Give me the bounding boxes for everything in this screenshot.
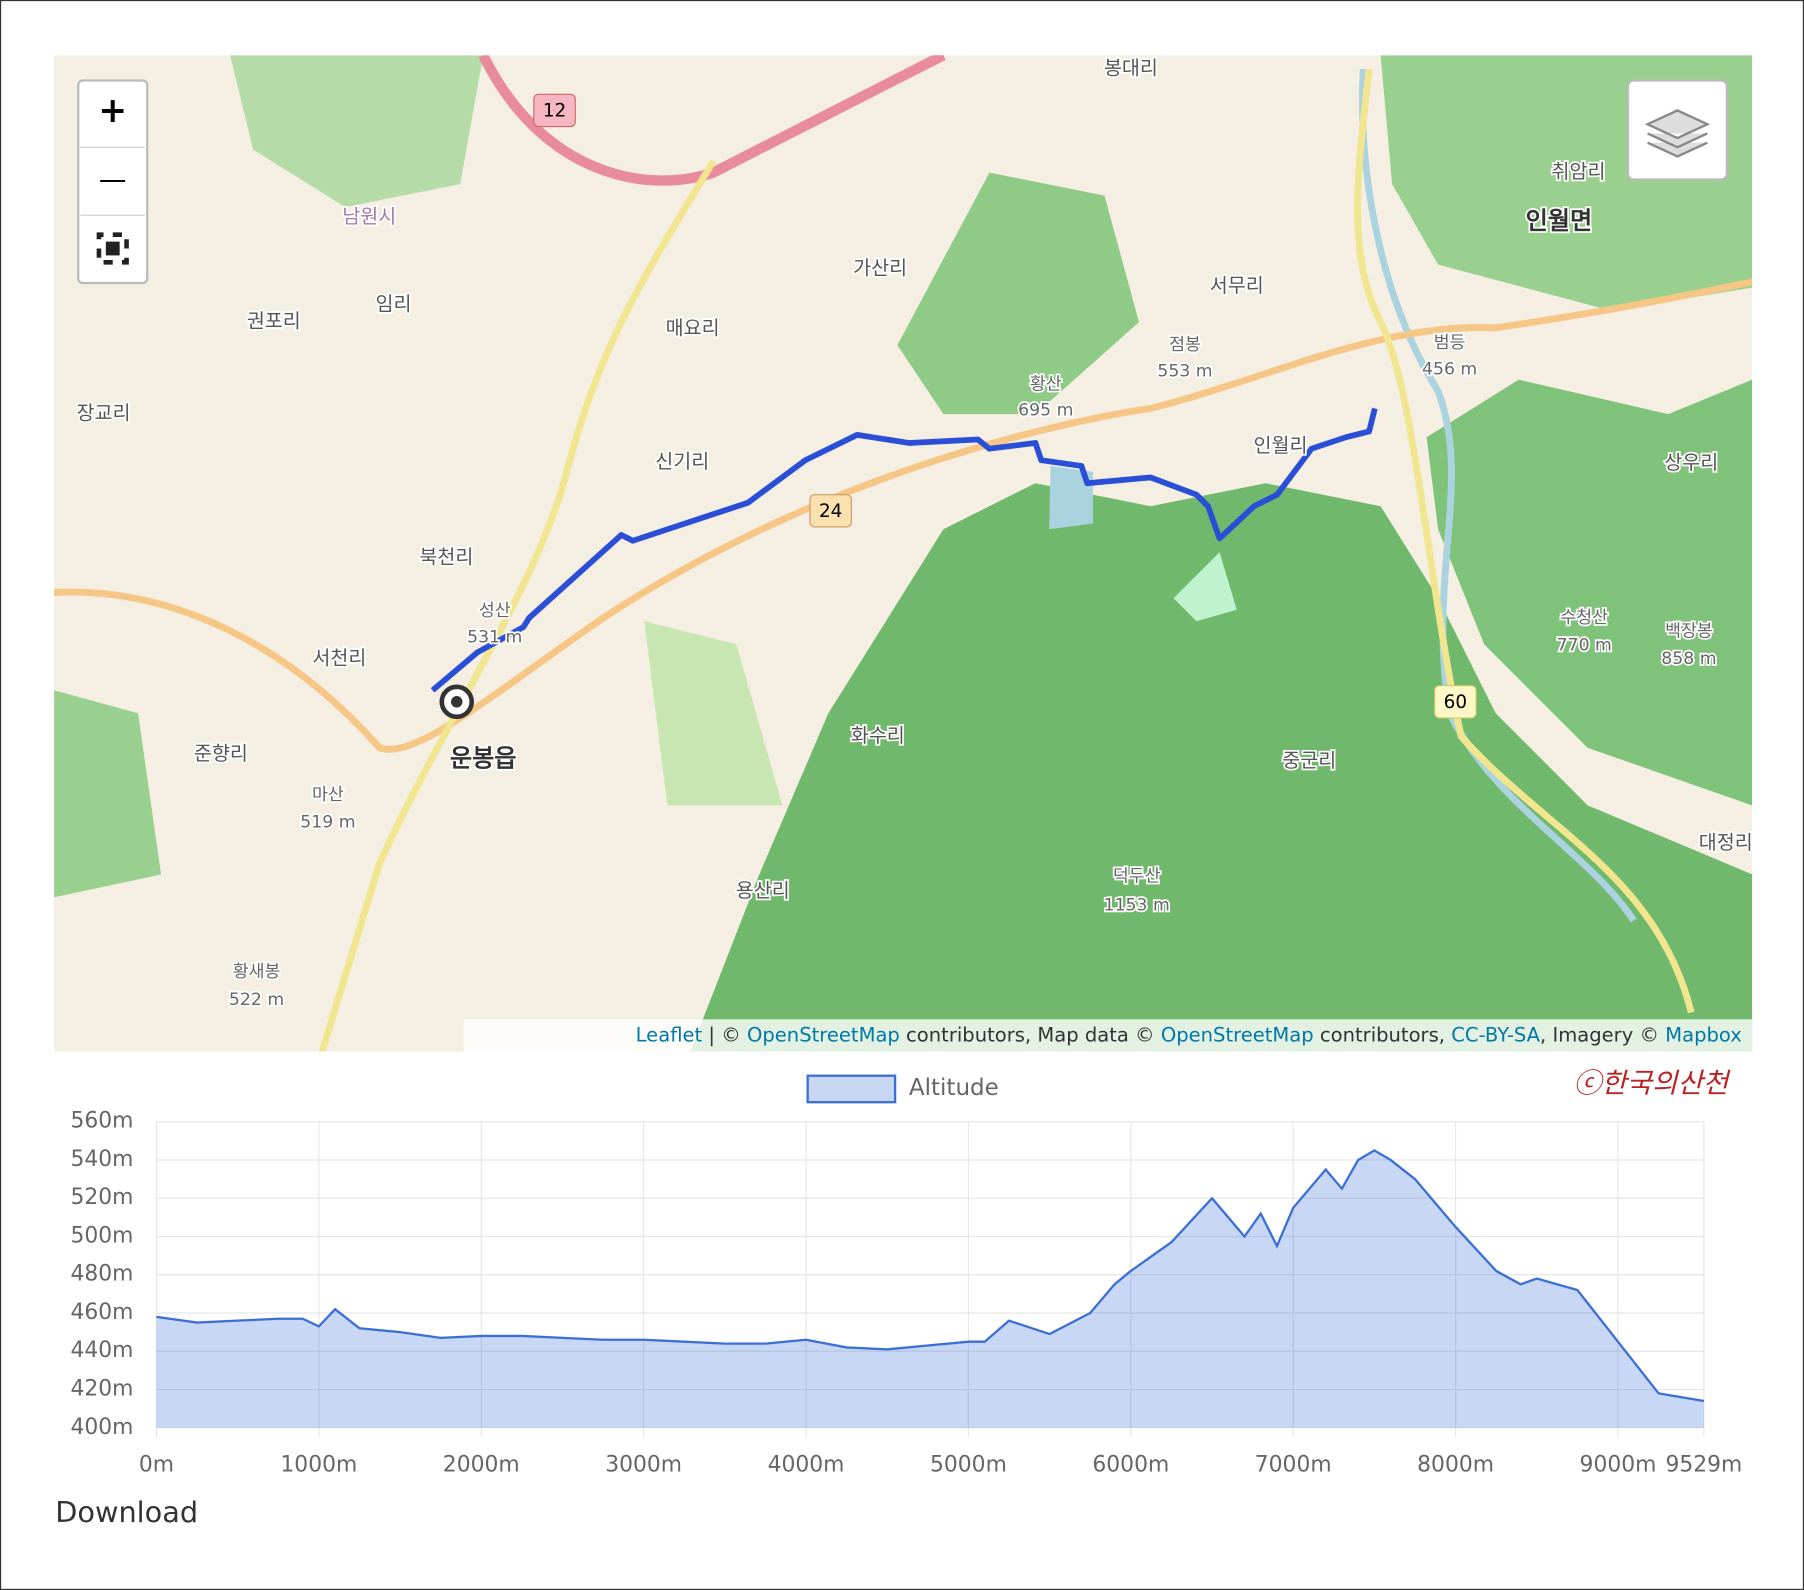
- zoom-control: + —: [77, 79, 149, 285]
- place-label: 가산리: [853, 257, 907, 280]
- y-tick-label: 400m: [70, 1415, 133, 1440]
- text: contributors, Map data ©: [900, 1023, 1161, 1046]
- map-labels: 봉대리 취암리 인월면 가산리 서무리 권포리 임리 매요리 장교리 황산 69…: [75, 55, 1753, 1011]
- peak-elevation: 456 m: [1422, 359, 1477, 379]
- place-label: 대정리: [1699, 831, 1753, 854]
- road-shields: 12 24 60: [533, 93, 1477, 719]
- y-tick-label: 420m: [70, 1377, 133, 1402]
- route: [430, 407, 1378, 693]
- download-link[interactable]: Download: [55, 1495, 198, 1529]
- road-number: 60: [1444, 692, 1467, 713]
- y-tick-label: 540m: [70, 1147, 133, 1172]
- x-tick-label: 0m: [139, 1453, 174, 1478]
- place-label: 남원시: [342, 205, 396, 228]
- x-tick-label: 6000m: [1092, 1453, 1169, 1478]
- link[interactable]: OpenStreetMap: [1161, 1023, 1314, 1046]
- place-label: 봉대리: [1104, 57, 1158, 80]
- place-label: 서천리: [312, 647, 366, 670]
- map: 12 24 60 봉대리 취암리 인월면 가산리 서무리 권포리 임리 매요리 …: [54, 55, 1753, 1052]
- y-tick-label: 500m: [70, 1223, 133, 1248]
- place-label: 중군리: [1282, 749, 1336, 772]
- watermark: ⓒ한국의산천: [1574, 1066, 1731, 1099]
- altitude-line: [156, 1149, 1705, 1403]
- x-tick-label: 4000m: [768, 1453, 845, 1478]
- place-label: 북천리: [419, 545, 473, 568]
- link[interactable]: Leaflet: [636, 1023, 703, 1046]
- peak-label: 백장봉: [1665, 622, 1713, 642]
- y-tick-label: 560m: [70, 1109, 133, 1134]
- y-tick-label: 440m: [70, 1338, 133, 1363]
- peak-elevation: 858 m: [1661, 649, 1716, 669]
- legend-swatch: [806, 1074, 897, 1104]
- peak-label: 성산: [479, 601, 511, 621]
- link[interactable]: OpenStreetMap: [747, 1023, 900, 1046]
- x-tick-label: 7000m: [1255, 1453, 1332, 1478]
- x-tick-label: 9529m: [1665, 1453, 1742, 1478]
- peak-elevation: 553 m: [1157, 362, 1212, 382]
- peak-elevation: 531 m: [467, 627, 522, 647]
- y-tick-label: 520m: [70, 1185, 133, 1210]
- y-tick-label: 480m: [70, 1262, 133, 1287]
- x-tick-label: 5000m: [930, 1453, 1007, 1478]
- place-label: 용산리: [736, 879, 790, 902]
- text: , Imagery ©: [1540, 1023, 1665, 1046]
- place-label: 인월리: [1254, 434, 1308, 457]
- place-label: 준향리: [194, 742, 248, 765]
- layers-button[interactable]: [1626, 79, 1729, 181]
- link[interactable]: CC-BY-SA: [1451, 1023, 1540, 1046]
- peak-label: 범등: [1434, 333, 1466, 353]
- place-label: 장교리: [77, 402, 131, 425]
- peak-elevation: 519 m: [300, 813, 355, 833]
- place-label: 임리: [375, 292, 411, 315]
- altitude-chart: 400m 420m 440m 460m 480m 500m 520m 540m 560m 0m 10…: [70, 1074, 1742, 1478]
- legend-label: Altitude: [909, 1075, 999, 1101]
- peak-label: 수청산: [1560, 608, 1608, 628]
- road-number: 24: [819, 501, 842, 522]
- peak-label: 점봉: [1169, 335, 1201, 355]
- peak-label: 황새봉: [233, 962, 281, 982]
- peak-label: 덕두산: [1113, 867, 1161, 887]
- peak-label: 마산: [312, 785, 344, 805]
- attribution: Leaflet | © OpenStreetMap contributors, …: [636, 1023, 1742, 1046]
- zoom-out-button[interactable]: —: [99, 163, 127, 196]
- place-label: 신기리: [655, 450, 709, 473]
- peak-elevation: 1153 m: [1104, 895, 1170, 915]
- y-tick-label: 460m: [70, 1300, 133, 1325]
- x-tick-label: 3000m: [605, 1453, 682, 1478]
- peak-label: 황산: [1030, 374, 1062, 394]
- x-tick-label: 1000m: [280, 1453, 357, 1478]
- place-label: 매요리: [666, 317, 720, 340]
- place-label: 운봉읍: [450, 744, 517, 772]
- text: | ©: [702, 1023, 747, 1046]
- x-tick-label: 9000m: [1580, 1453, 1657, 1478]
- fullscreen-button[interactable]: [96, 232, 129, 265]
- link[interactable]: Mapbox: [1665, 1023, 1742, 1046]
- text: contributors,: [1314, 1023, 1452, 1046]
- road-number: 12: [543, 101, 566, 122]
- zoom-in-button[interactable]: +: [98, 91, 127, 131]
- area-fill: [156, 1150, 1704, 1428]
- peak-elevation: 522 m: [229, 990, 284, 1010]
- x-tick-label: 2000m: [443, 1453, 520, 1478]
- place-label: 서무리: [1210, 274, 1264, 297]
- place-label: 상우리: [1664, 451, 1718, 474]
- place-label: 화수리: [851, 724, 905, 747]
- peak-elevation: 770 m: [1557, 635, 1612, 655]
- x-tick-label: 8000m: [1417, 1453, 1494, 1478]
- place-label: 인월면: [1526, 207, 1593, 235]
- place-label: 취암리: [1552, 160, 1606, 183]
- peak-elevation: 695 m: [1018, 401, 1073, 421]
- place-label: 권포리: [247, 310, 301, 333]
